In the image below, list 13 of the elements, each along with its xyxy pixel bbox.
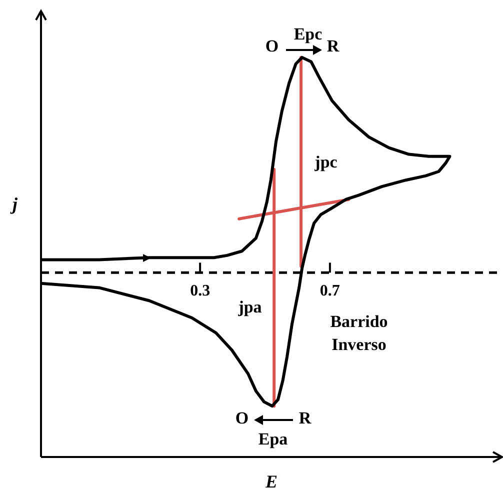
annotation: Barrido Inverso (330, 312, 388, 354)
x-tick-label: 0.7 (320, 282, 340, 300)
text: O (235, 408, 249, 428)
x-tick-label: 0.3 (190, 282, 210, 300)
text: Epc (294, 24, 323, 44)
text: R (326, 36, 340, 56)
text: O (265, 36, 279, 56)
y-axis-title: j (9, 194, 18, 214)
annotation: jpc (314, 152, 338, 172)
x-axis-title: E (264, 472, 278, 492)
annotation: jpa (237, 297, 262, 316)
text: R (298, 408, 312, 428)
text: Epa (258, 429, 288, 448)
